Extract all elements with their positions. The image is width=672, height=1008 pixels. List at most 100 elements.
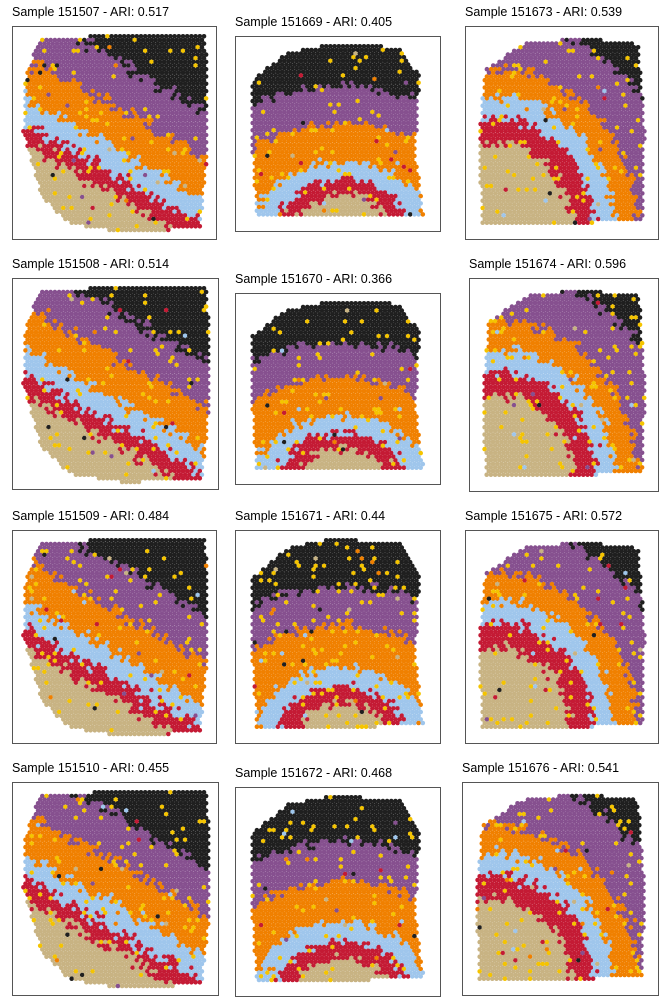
spot-purple bbox=[514, 66, 519, 72]
spot-orange bbox=[326, 164, 331, 170]
spot-purple bbox=[545, 48, 551, 54]
spot-tan bbox=[319, 212, 325, 217]
spot-purple bbox=[298, 117, 304, 122]
spot-purple bbox=[138, 85, 144, 90]
spot-purple bbox=[378, 124, 384, 129]
spot-orange bbox=[263, 179, 268, 184]
spot-light-blue bbox=[288, 171, 293, 177]
spot-orange bbox=[25, 70, 30, 76]
spot-purple bbox=[69, 45, 74, 50]
spot-purple bbox=[149, 110, 154, 116]
spot-black bbox=[182, 45, 188, 50]
spot-orange bbox=[490, 85, 496, 90]
spot-orange bbox=[265, 175, 270, 181]
spot-light-blue bbox=[33, 114, 39, 119]
spot-red bbox=[334, 193, 339, 199]
spot-purple bbox=[98, 81, 104, 87]
spot-purple bbox=[145, 125, 150, 130]
spot-orange bbox=[115, 118, 121, 123]
spot-light-blue bbox=[105, 150, 110, 156]
spot-orange bbox=[361, 153, 367, 159]
spot-light-blue bbox=[547, 118, 553, 123]
spot-black bbox=[391, 65, 396, 71]
spot-yellow bbox=[265, 131, 270, 137]
spot-purple bbox=[130, 99, 135, 105]
spot-orange bbox=[138, 158, 144, 163]
spot-orange bbox=[61, 110, 66, 116]
spot-purple bbox=[193, 107, 198, 112]
spot-purple bbox=[553, 55, 559, 61]
spot-tan bbox=[336, 212, 342, 217]
spot-orange bbox=[107, 45, 112, 50]
spot-tan bbox=[94, 205, 100, 211]
spot-tan bbox=[54, 194, 60, 200]
spot-black bbox=[121, 48, 127, 54]
spot-light-blue bbox=[279, 186, 285, 192]
spot-tan bbox=[54, 180, 60, 185]
spot-purple bbox=[315, 95, 321, 100]
spot-black bbox=[124, 52, 129, 57]
spot-purple bbox=[629, 85, 635, 90]
spot-purple bbox=[54, 55, 60, 61]
spot-black bbox=[399, 80, 405, 86]
spot-orange bbox=[359, 135, 365, 140]
spot-black bbox=[170, 81, 175, 87]
spot-light-blue bbox=[138, 187, 144, 193]
spot-black bbox=[317, 69, 323, 75]
spot-yellow bbox=[128, 176, 133, 182]
spot-orange bbox=[90, 132, 95, 138]
spot-black bbox=[619, 66, 624, 72]
spot-purple bbox=[250, 135, 255, 140]
spot-tan bbox=[107, 198, 112, 203]
spot-purple bbox=[88, 85, 93, 90]
spot-red bbox=[368, 179, 373, 184]
spot-orange bbox=[326, 135, 331, 140]
spot-black bbox=[132, 52, 137, 57]
spot-yellow bbox=[182, 147, 188, 152]
spot-purple bbox=[292, 98, 297, 104]
spot-orange bbox=[391, 146, 396, 151]
spot-orange bbox=[526, 66, 532, 72]
spot-orange bbox=[593, 125, 599, 130]
spot-purple bbox=[585, 81, 590, 87]
spot-purple bbox=[63, 48, 68, 54]
spot-light-blue bbox=[545, 121, 551, 127]
spot-orange bbox=[361, 139, 367, 144]
spot-light-blue bbox=[61, 132, 66, 138]
spot-purple bbox=[100, 92, 106, 98]
spot-light-blue bbox=[344, 160, 350, 166]
spot-orange bbox=[284, 135, 289, 140]
spot-black bbox=[178, 45, 184, 50]
spot-purple bbox=[330, 120, 335, 126]
spot-red bbox=[336, 182, 342, 188]
spot-red bbox=[482, 121, 488, 127]
spot-tan bbox=[98, 213, 104, 218]
spot-orange bbox=[378, 168, 384, 173]
spot-orange bbox=[172, 158, 177, 163]
spot-orange bbox=[69, 96, 74, 101]
spot-light-blue bbox=[157, 183, 163, 189]
spot-black bbox=[319, 58, 325, 64]
spot-orange bbox=[344, 146, 350, 151]
spot-light-blue bbox=[77, 140, 83, 145]
spot-black bbox=[334, 69, 339, 75]
spot-light-blue bbox=[111, 161, 116, 167]
spot-orange bbox=[56, 88, 62, 94]
spot-purple bbox=[157, 103, 163, 108]
spot-black bbox=[184, 99, 190, 105]
spot-purple bbox=[153, 103, 158, 108]
spot-tan bbox=[111, 205, 116, 211]
spot-black bbox=[176, 70, 182, 76]
spot-light-blue bbox=[132, 183, 137, 189]
spot-purple bbox=[142, 99, 148, 105]
spot-orange bbox=[330, 135, 335, 140]
spot-red bbox=[307, 197, 312, 203]
spot-purple bbox=[149, 88, 154, 94]
spot-black bbox=[197, 77, 203, 83]
spot-light-blue bbox=[113, 172, 119, 178]
spot-orange bbox=[321, 135, 327, 140]
spot-red bbox=[311, 190, 316, 195]
spot-purple bbox=[397, 106, 402, 111]
spot-black bbox=[263, 69, 268, 75]
spot-orange bbox=[338, 157, 344, 162]
